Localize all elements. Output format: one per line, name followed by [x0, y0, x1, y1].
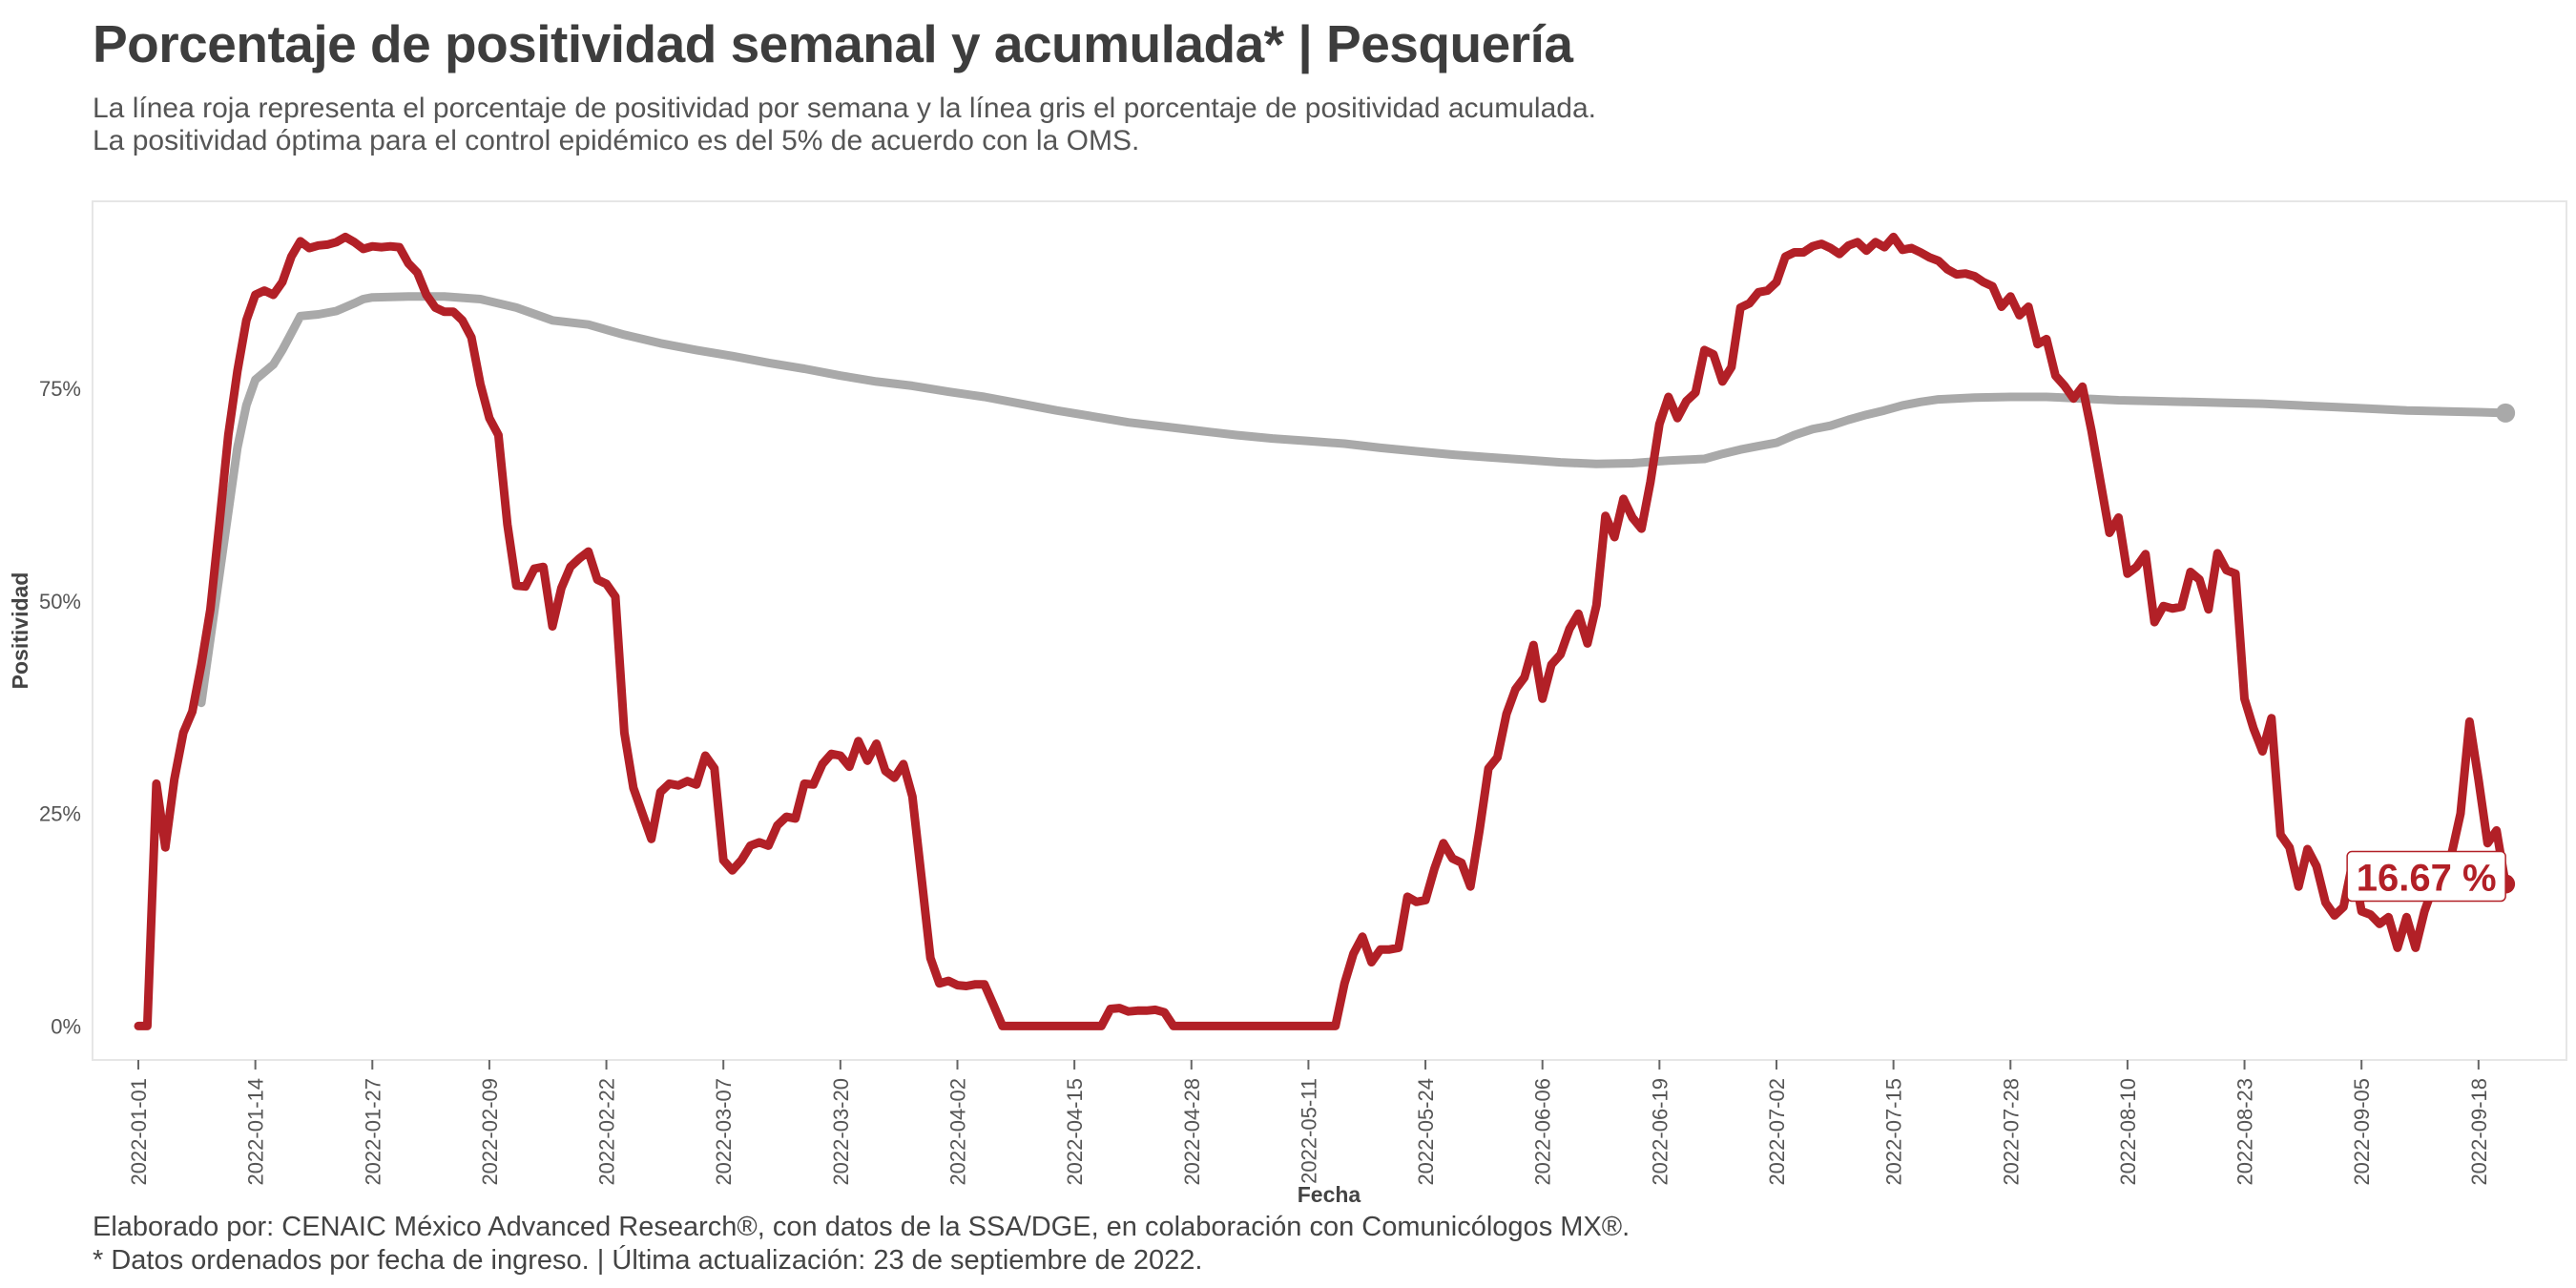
series-line-cumulative — [197, 292, 2510, 708]
y-tick-label: 0% — [51, 1014, 81, 1038]
x-tick-label: 2022-09-18 — [2467, 1078, 2491, 1186]
x-tick-label: 2022-08-23 — [2233, 1078, 2257, 1186]
x-tick-label: 2022-07-28 — [1999, 1078, 2023, 1186]
y-tick-label: 75% — [39, 377, 81, 401]
x-tick-label: 2022-03-07 — [712, 1078, 736, 1186]
cumulative-last-point — [2496, 403, 2516, 423]
x-tick-label: 2022-03-20 — [829, 1078, 853, 1186]
x-tick-label: 2022-02-22 — [595, 1078, 619, 1186]
footer-credits: Elaborado por: CENAIC México Advanced Re… — [93, 1212, 1631, 1242]
x-tick-label: 2022-06-06 — [1531, 1078, 1555, 1186]
x-tick-label: 2022-05-11 — [1297, 1078, 1320, 1184]
x-tick-label: 2022-01-01 — [127, 1078, 151, 1186]
x-tick-label: 2022-01-27 — [361, 1078, 384, 1186]
x-tick-label: 2022-04-02 — [945, 1078, 969, 1186]
x-tick-label: 2022-02-09 — [478, 1078, 502, 1186]
chart-subtitle-line-2: La positividad óptima para el control ep… — [93, 125, 1140, 156]
x-tick-label: 2022-09-05 — [2350, 1078, 2374, 1186]
y-tick-label: 50% — [39, 590, 81, 613]
x-tick-label: 2022-04-28 — [1180, 1078, 1204, 1186]
chart-title: Porcentaje de positividad semanal y acum… — [93, 14, 1573, 73]
chart-subtitle-line-1: La línea roja representa el porcentaje d… — [93, 93, 1596, 124]
x-tick-label: 2022-01-14 — [244, 1078, 268, 1186]
plot-panel — [92, 200, 2567, 1061]
x-tick-label: 2022-06-19 — [1648, 1078, 1672, 1186]
last-value-label-box — [2346, 850, 2506, 903]
x-tick-label: 2022-08-10 — [2116, 1078, 2140, 1186]
x-tick-label: 2022-04-15 — [1063, 1078, 1087, 1186]
last-value-label: 16.67 % — [2357, 858, 2497, 900]
x-tick-label: 2022-07-02 — [1765, 1078, 1789, 1186]
y-tick-label: 25% — [39, 802, 81, 826]
y-axis-title: Positividad — [8, 572, 32, 690]
x-tick-label: 2022-05-24 — [1414, 1078, 1438, 1186]
footer-notes: * Datos ordenados por fecha de ingreso. … — [93, 1245, 1203, 1276]
series-line-weekly — [134, 232, 2510, 1030]
x-axis-title: Fecha — [1298, 1182, 1361, 1207]
x-tick-label: 2022-07-15 — [1882, 1078, 1906, 1186]
